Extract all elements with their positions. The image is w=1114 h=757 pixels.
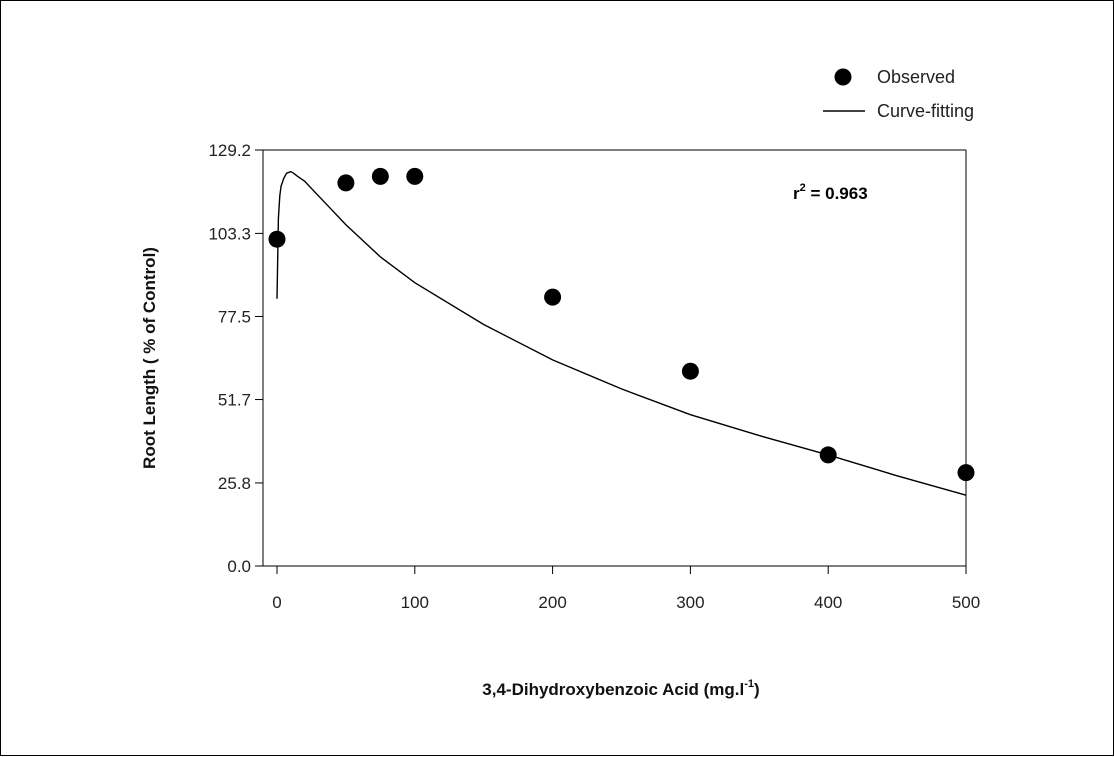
plot-area-border	[263, 149, 967, 566]
r-squared-annotation: r2 = 0.963	[793, 182, 868, 203]
y-tick-label: 25.8	[218, 474, 251, 493]
observed-point	[681, 362, 699, 380]
observed-point	[337, 174, 355, 192]
observed-point	[819, 446, 837, 464]
y-tick-label: 0.0	[227, 557, 251, 576]
x-axis-title: 3,4-Dihydroxybenzoic Acid (mg.l-1)	[482, 678, 759, 699]
legend-curve-label: Curve-fitting	[877, 101, 974, 121]
x-tick-label: 0	[272, 593, 281, 612]
y-tick-label: 103.3	[208, 224, 251, 243]
x-tick-label: 100	[401, 593, 429, 612]
observed-point	[957, 464, 975, 482]
x-tick-label: 500	[952, 593, 980, 612]
x-tick-label: 400	[814, 593, 842, 612]
observed-series	[268, 167, 975, 482]
legend-observed-marker	[834, 68, 852, 86]
y-tick-label: 129.2	[208, 141, 251, 160]
legend: Observed Curve-fitting	[823, 67, 974, 121]
y-axis: 0.0 25.8 51.7 77.5 103.3 129.2	[208, 141, 264, 576]
y-axis-title: Root Length ( % of Control)	[140, 247, 159, 469]
y-tick-label: 77.5	[218, 307, 251, 326]
legend-observed-label: Observed	[877, 67, 955, 87]
observed-point	[371, 167, 389, 185]
curve-fitting-series	[276, 170, 967, 496]
x-tick-label: 200	[538, 593, 566, 612]
observed-point	[544, 288, 562, 306]
observed-point	[268, 230, 286, 248]
y-tick-label: 51.7	[218, 391, 251, 410]
x-tick-label: 300	[676, 593, 704, 612]
x-axis: 0 100 200 300 400 500	[263, 565, 980, 612]
observed-point	[406, 167, 424, 185]
curve-fitting-line	[276, 170, 967, 496]
